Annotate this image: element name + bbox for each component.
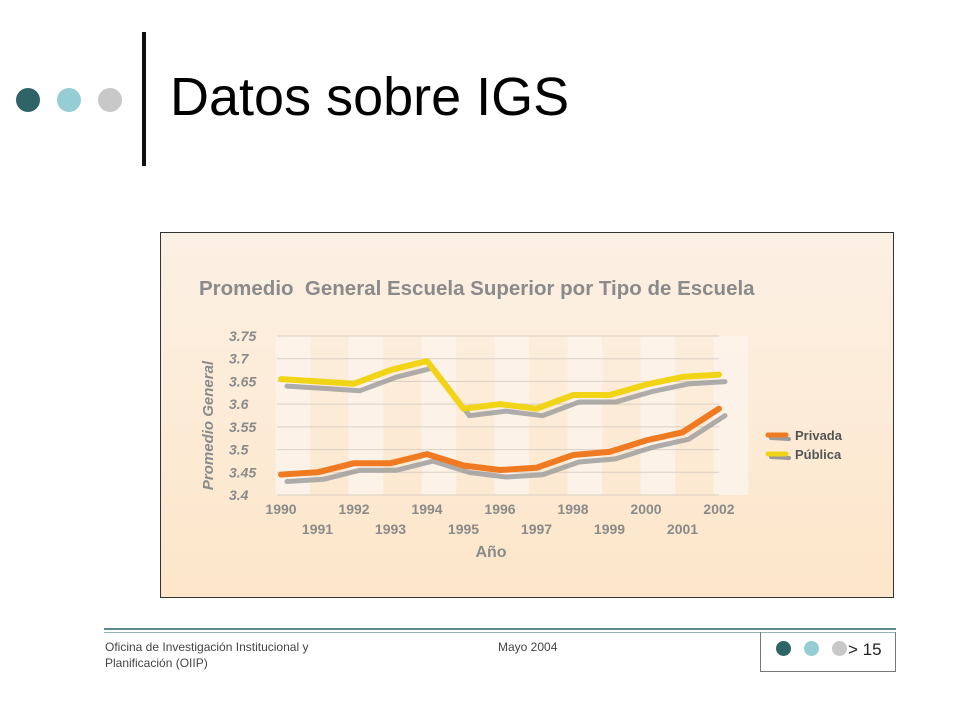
- series-point: [352, 382, 356, 385]
- series-point: [681, 431, 684, 434]
- legend-swatch-shadow: [769, 455, 791, 460]
- x-tick-label: 1998: [557, 501, 588, 517]
- y-tick-label: 3.6: [229, 396, 249, 412]
- legend-label: Pública: [795, 447, 842, 462]
- x-tick-label: 1990: [265, 501, 296, 517]
- chart-legend: Privada Pública: [765, 428, 843, 462]
- x-axis-label: Año: [475, 544, 506, 561]
- title-dot-light: [57, 88, 81, 112]
- footer-dot-gray: [832, 641, 847, 656]
- footer-office-line1: Oficina de Investigación Institucional y: [105, 640, 309, 654]
- series-point: [535, 466, 538, 469]
- series-point: [279, 377, 283, 381]
- series-point: [717, 407, 721, 410]
- series-point: [389, 368, 392, 372]
- series-point: [644, 383, 648, 386]
- x-tick-label: 1996: [484, 501, 515, 517]
- y-tick-labels: 3.75 3.7 3.65 3.6 3.55 3.5 3.45 3.4: [229, 328, 256, 503]
- x-tick-labels: 1990 1991 1992 1993 1994 1995 1996 1997 1998 1999…: [265, 501, 734, 537]
- series-point: [644, 439, 648, 442]
- slide-title: Datos sobre IGS: [170, 67, 570, 127]
- x-tick-label: 1992: [338, 501, 369, 517]
- title-dot-gray: [98, 88, 122, 112]
- series-point: [425, 359, 429, 363]
- series-point: [462, 464, 465, 467]
- series-shadow-0: [284, 413, 728, 485]
- series-point: [316, 471, 319, 474]
- x-tick-label: 1999: [594, 521, 625, 537]
- x-tick-label: 2000: [630, 501, 661, 517]
- series-point: [571, 453, 575, 457]
- y-tick-label: 3.55: [229, 419, 256, 435]
- series-shadow-1: [284, 365, 728, 419]
- y-tick-label: 3.5: [229, 442, 249, 458]
- footer-dot-dark: [776, 641, 791, 656]
- y-tick-label: 3.7: [229, 351, 250, 367]
- footer-office: Oficina de Investigación Institucional y…: [105, 640, 308, 671]
- chart-band: [640, 336, 676, 495]
- series-point: [352, 462, 356, 465]
- series-point: [498, 468, 502, 472]
- series-point: [389, 462, 392, 465]
- y-tick-label: 3.75: [229, 328, 256, 344]
- series-point: [608, 393, 611, 397]
- series-point: [462, 407, 465, 410]
- title-divider: [142, 32, 146, 166]
- x-tick-label: 1994: [411, 501, 442, 517]
- page-number: > 15: [848, 640, 882, 659]
- chart-background-bands: [275, 336, 749, 495]
- page-number-box: [760, 632, 896, 672]
- x-tick-label: 1993: [375, 521, 406, 537]
- chart-title: Promedio General Escuela Superior por Ti…: [199, 277, 755, 300]
- y-tick-label: 3.4: [229, 487, 249, 503]
- x-tick-label: 2002: [703, 501, 734, 517]
- chart-band: [275, 336, 311, 495]
- y-tick-label: 3.65: [229, 373, 256, 389]
- series-point: [717, 373, 721, 376]
- y-axis-label: Promedio General: [200, 360, 217, 490]
- chart-series-lines: [278, 357, 728, 485]
- series-point: [316, 380, 319, 383]
- series-point: [425, 452, 429, 456]
- footer-dot-light: [804, 641, 819, 656]
- chart-band: [713, 336, 749, 495]
- footer-rule-top: [104, 628, 896, 630]
- legend-swatch-shadow: [769, 436, 791, 441]
- line-chart: Promedio General Escuela Superior por Ti…: [199, 277, 843, 561]
- x-tick-label: 1991: [302, 521, 333, 537]
- series-point: [681, 375, 684, 379]
- series-point: [571, 393, 575, 397]
- series-point: [535, 407, 538, 410]
- series-point: [608, 450, 611, 454]
- y-tick-label: 3.45: [229, 464, 256, 480]
- footer-rule-bottom: [104, 632, 896, 633]
- series-point: [498, 402, 502, 406]
- series-point: [279, 473, 283, 476]
- legend-label: Privada: [795, 428, 843, 443]
- footer-date: Mayo 2004: [498, 640, 558, 654]
- chart-band: [567, 336, 603, 495]
- x-tick-label: 1995: [448, 521, 479, 537]
- chart-frame: Promedio General Escuela Superior por Ti…: [160, 232, 894, 598]
- title-dot-dark: [16, 88, 40, 112]
- x-tick-label: 2001: [667, 521, 698, 537]
- footer-office-line2: Planificación (OIIP): [105, 655, 208, 670]
- x-tick-label: 1997: [521, 521, 552, 537]
